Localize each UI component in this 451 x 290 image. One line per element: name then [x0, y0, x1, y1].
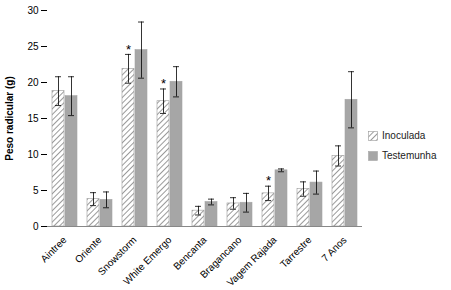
svg-text:*: *: [126, 42, 131, 57]
svg-text:20: 20: [27, 77, 39, 88]
svg-text:Bragancano: Bragancano: [197, 234, 244, 281]
html-text:Testemunha: Testemunha: [382, 150, 437, 161]
svg-text:7 Anos: 7 Anos: [319, 234, 348, 263]
svg-text:Oriente: Oriente: [73, 234, 104, 265]
svg-text:Vagem Rajada: Vagem Rajada: [225, 234, 279, 288]
svg-text:Aintree: Aintree: [38, 234, 68, 264]
svg-text:Snowstorm: Snowstorm: [95, 234, 139, 278]
svg-text:0: 0: [33, 221, 39, 232]
svg-text:30: 30: [27, 5, 39, 16]
svg-text:5: 5: [33, 185, 39, 196]
svg-text:10: 10: [27, 149, 39, 160]
svg-text:25: 25: [27, 41, 39, 52]
svg-text:*: *: [266, 173, 271, 188]
html-text:Inoculada: Inoculada: [382, 130, 426, 141]
svg-text:Bencanta: Bencanta: [171, 234, 209, 272]
svg-text:15: 15: [27, 113, 39, 124]
svg-text:Tarrestre: Tarrestre: [278, 234, 314, 270]
svg-text:Peso radicular (g): Peso radicular (g): [4, 76, 15, 160]
svg-text:*: *: [161, 76, 166, 91]
svg-text:White Emergo: White Emergo: [121, 234, 174, 287]
